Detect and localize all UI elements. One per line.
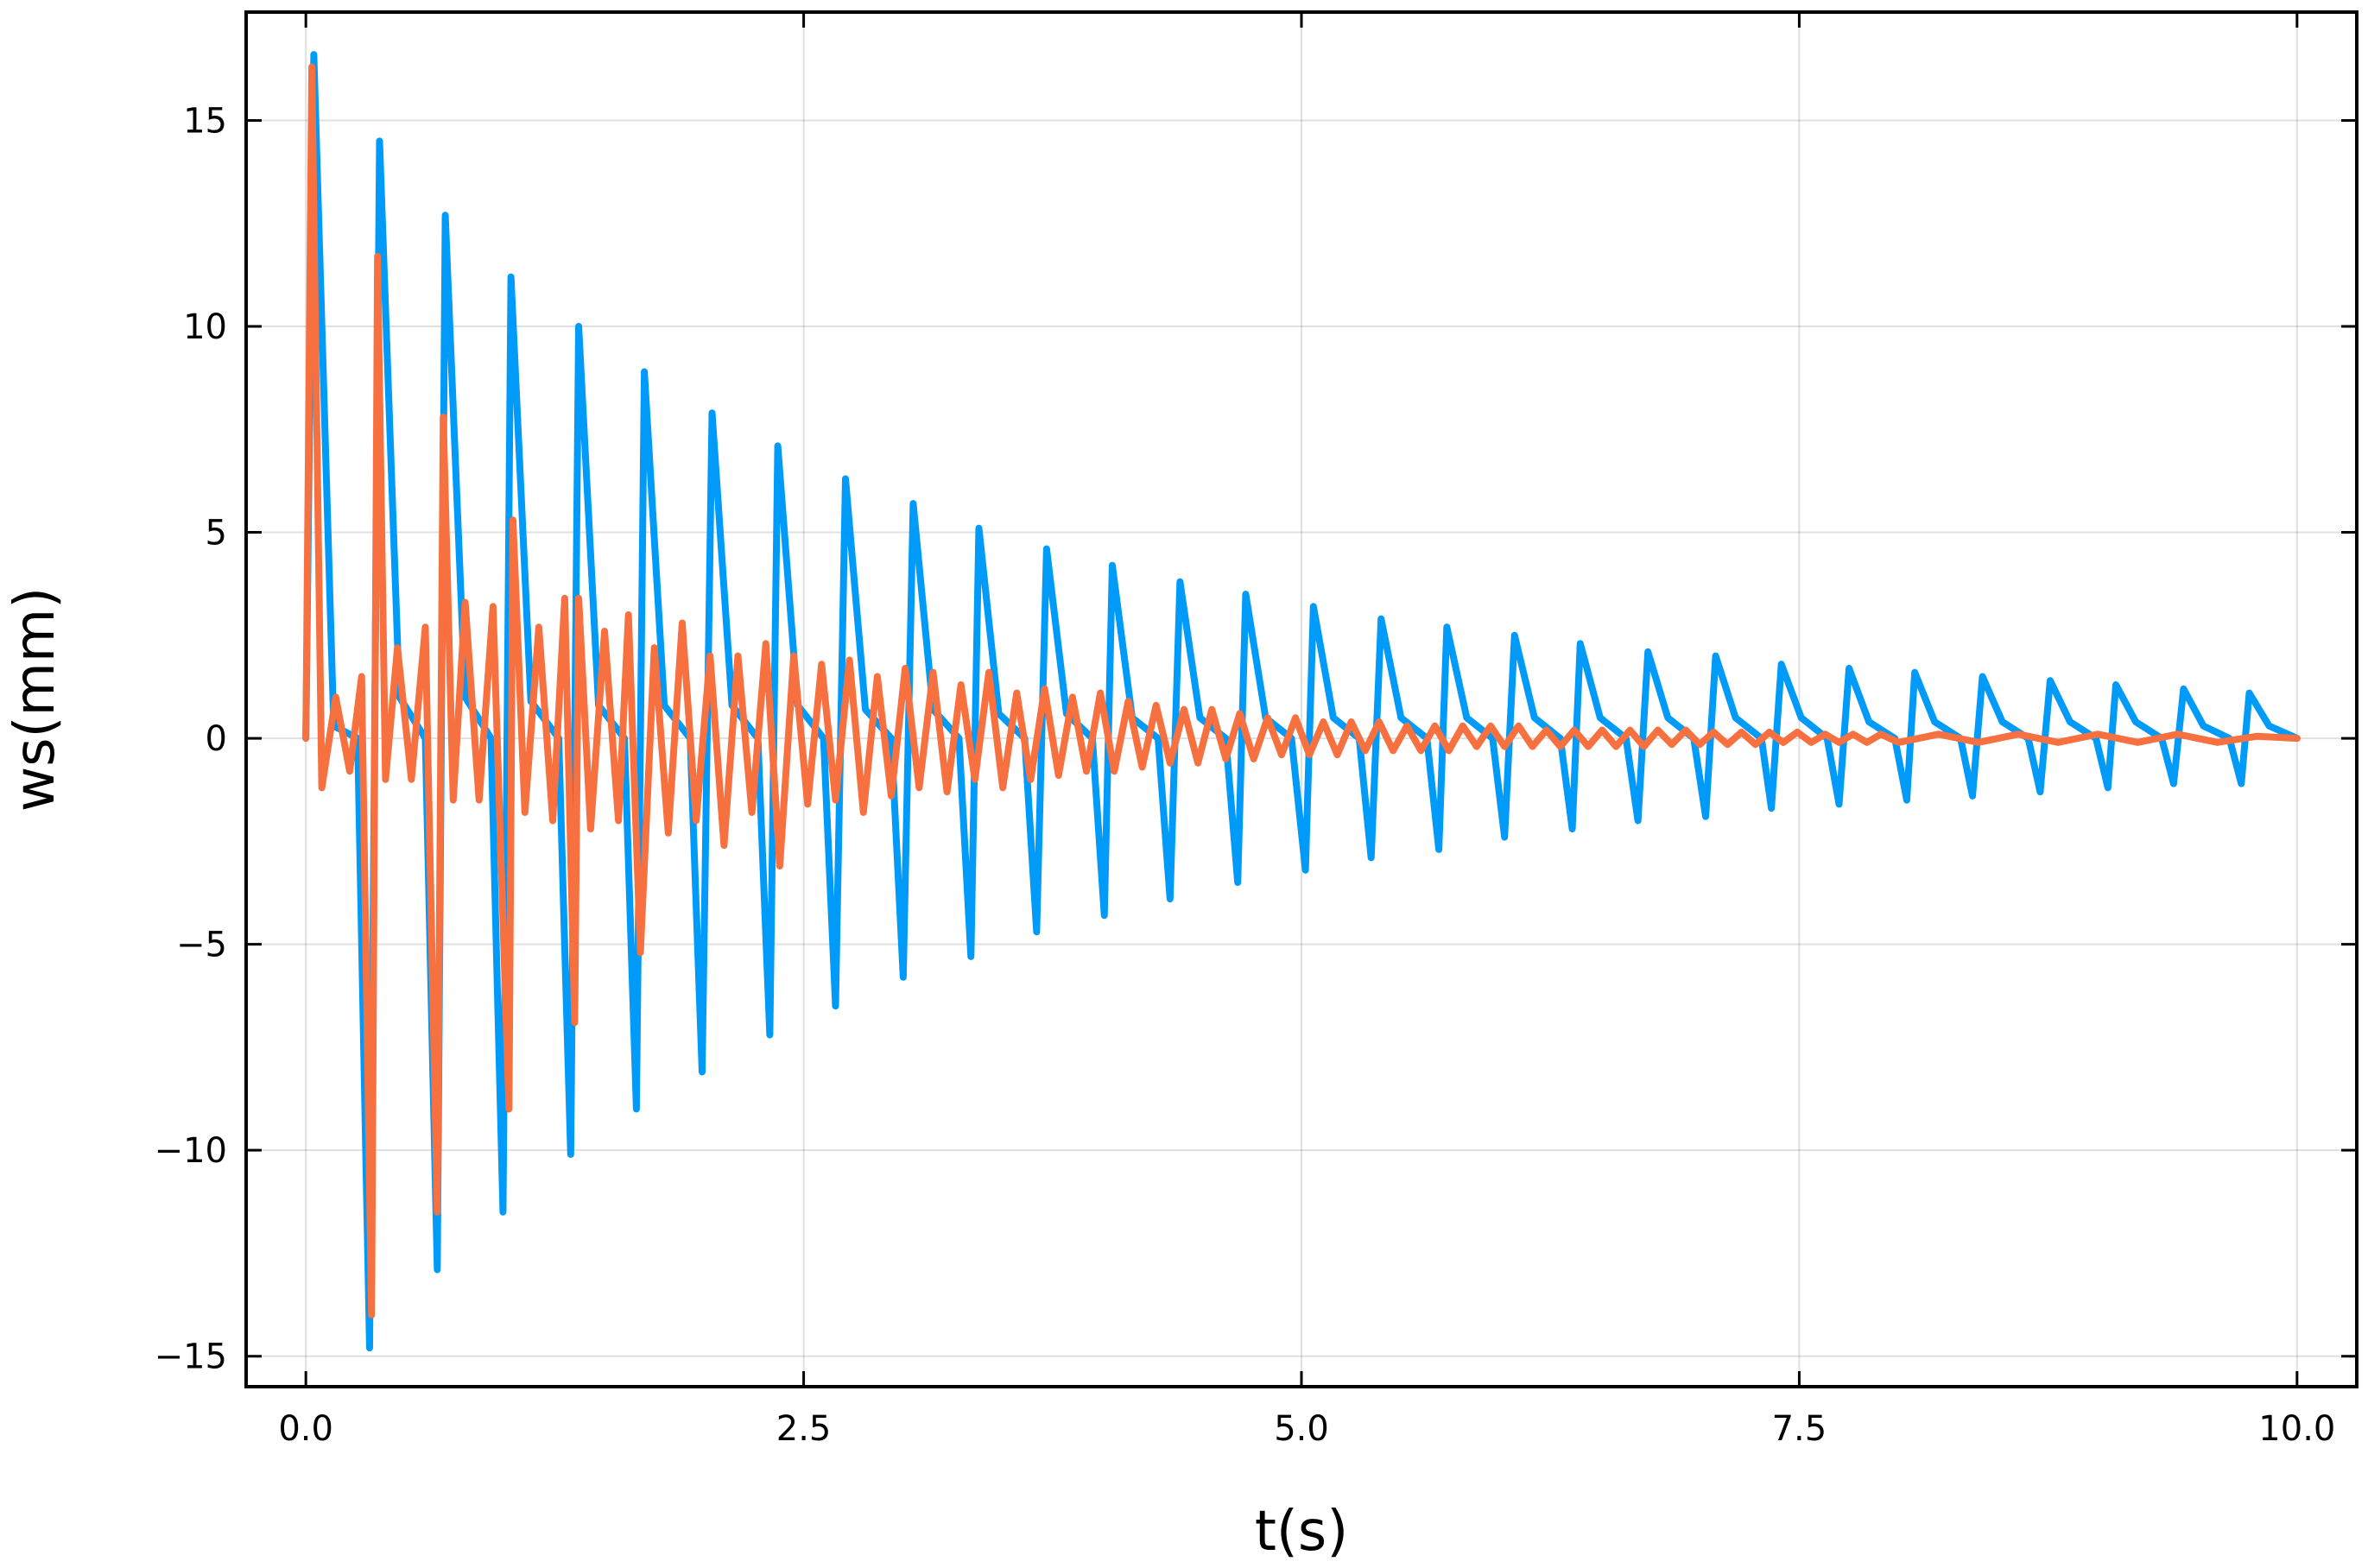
y-tick-label: 15 — [183, 101, 227, 141]
x-tick-label: 7.5 — [1772, 1409, 1827, 1449]
y-tick-label: 5 — [206, 514, 227, 553]
series-line — [302, 51, 2301, 1352]
x-tick-label: 2.5 — [776, 1409, 832, 1449]
y-tick-label: −10 — [155, 1131, 227, 1171]
plot-lines — [302, 51, 2301, 1352]
y-tick-label: 0 — [206, 719, 227, 759]
y-tick-label: 10 — [183, 307, 227, 347]
x-tick-label: 10.0 — [2258, 1409, 2335, 1449]
y-tick-label: −5 — [176, 926, 227, 965]
series-line — [302, 63, 2301, 1318]
x-tick-label: 5.0 — [1274, 1409, 1329, 1449]
y-tick-label: −15 — [155, 1337, 227, 1377]
y-axis-label: ws(mm) — [3, 587, 67, 812]
x-tick-label: 0.0 — [278, 1409, 333, 1449]
ticks: 0.0 2.5 5.0 7.5 10.0 −15 −10 −5 0 5 10 15 — [155, 12, 2357, 1449]
x-axis-label: t(s) — [1255, 1500, 1348, 1564]
